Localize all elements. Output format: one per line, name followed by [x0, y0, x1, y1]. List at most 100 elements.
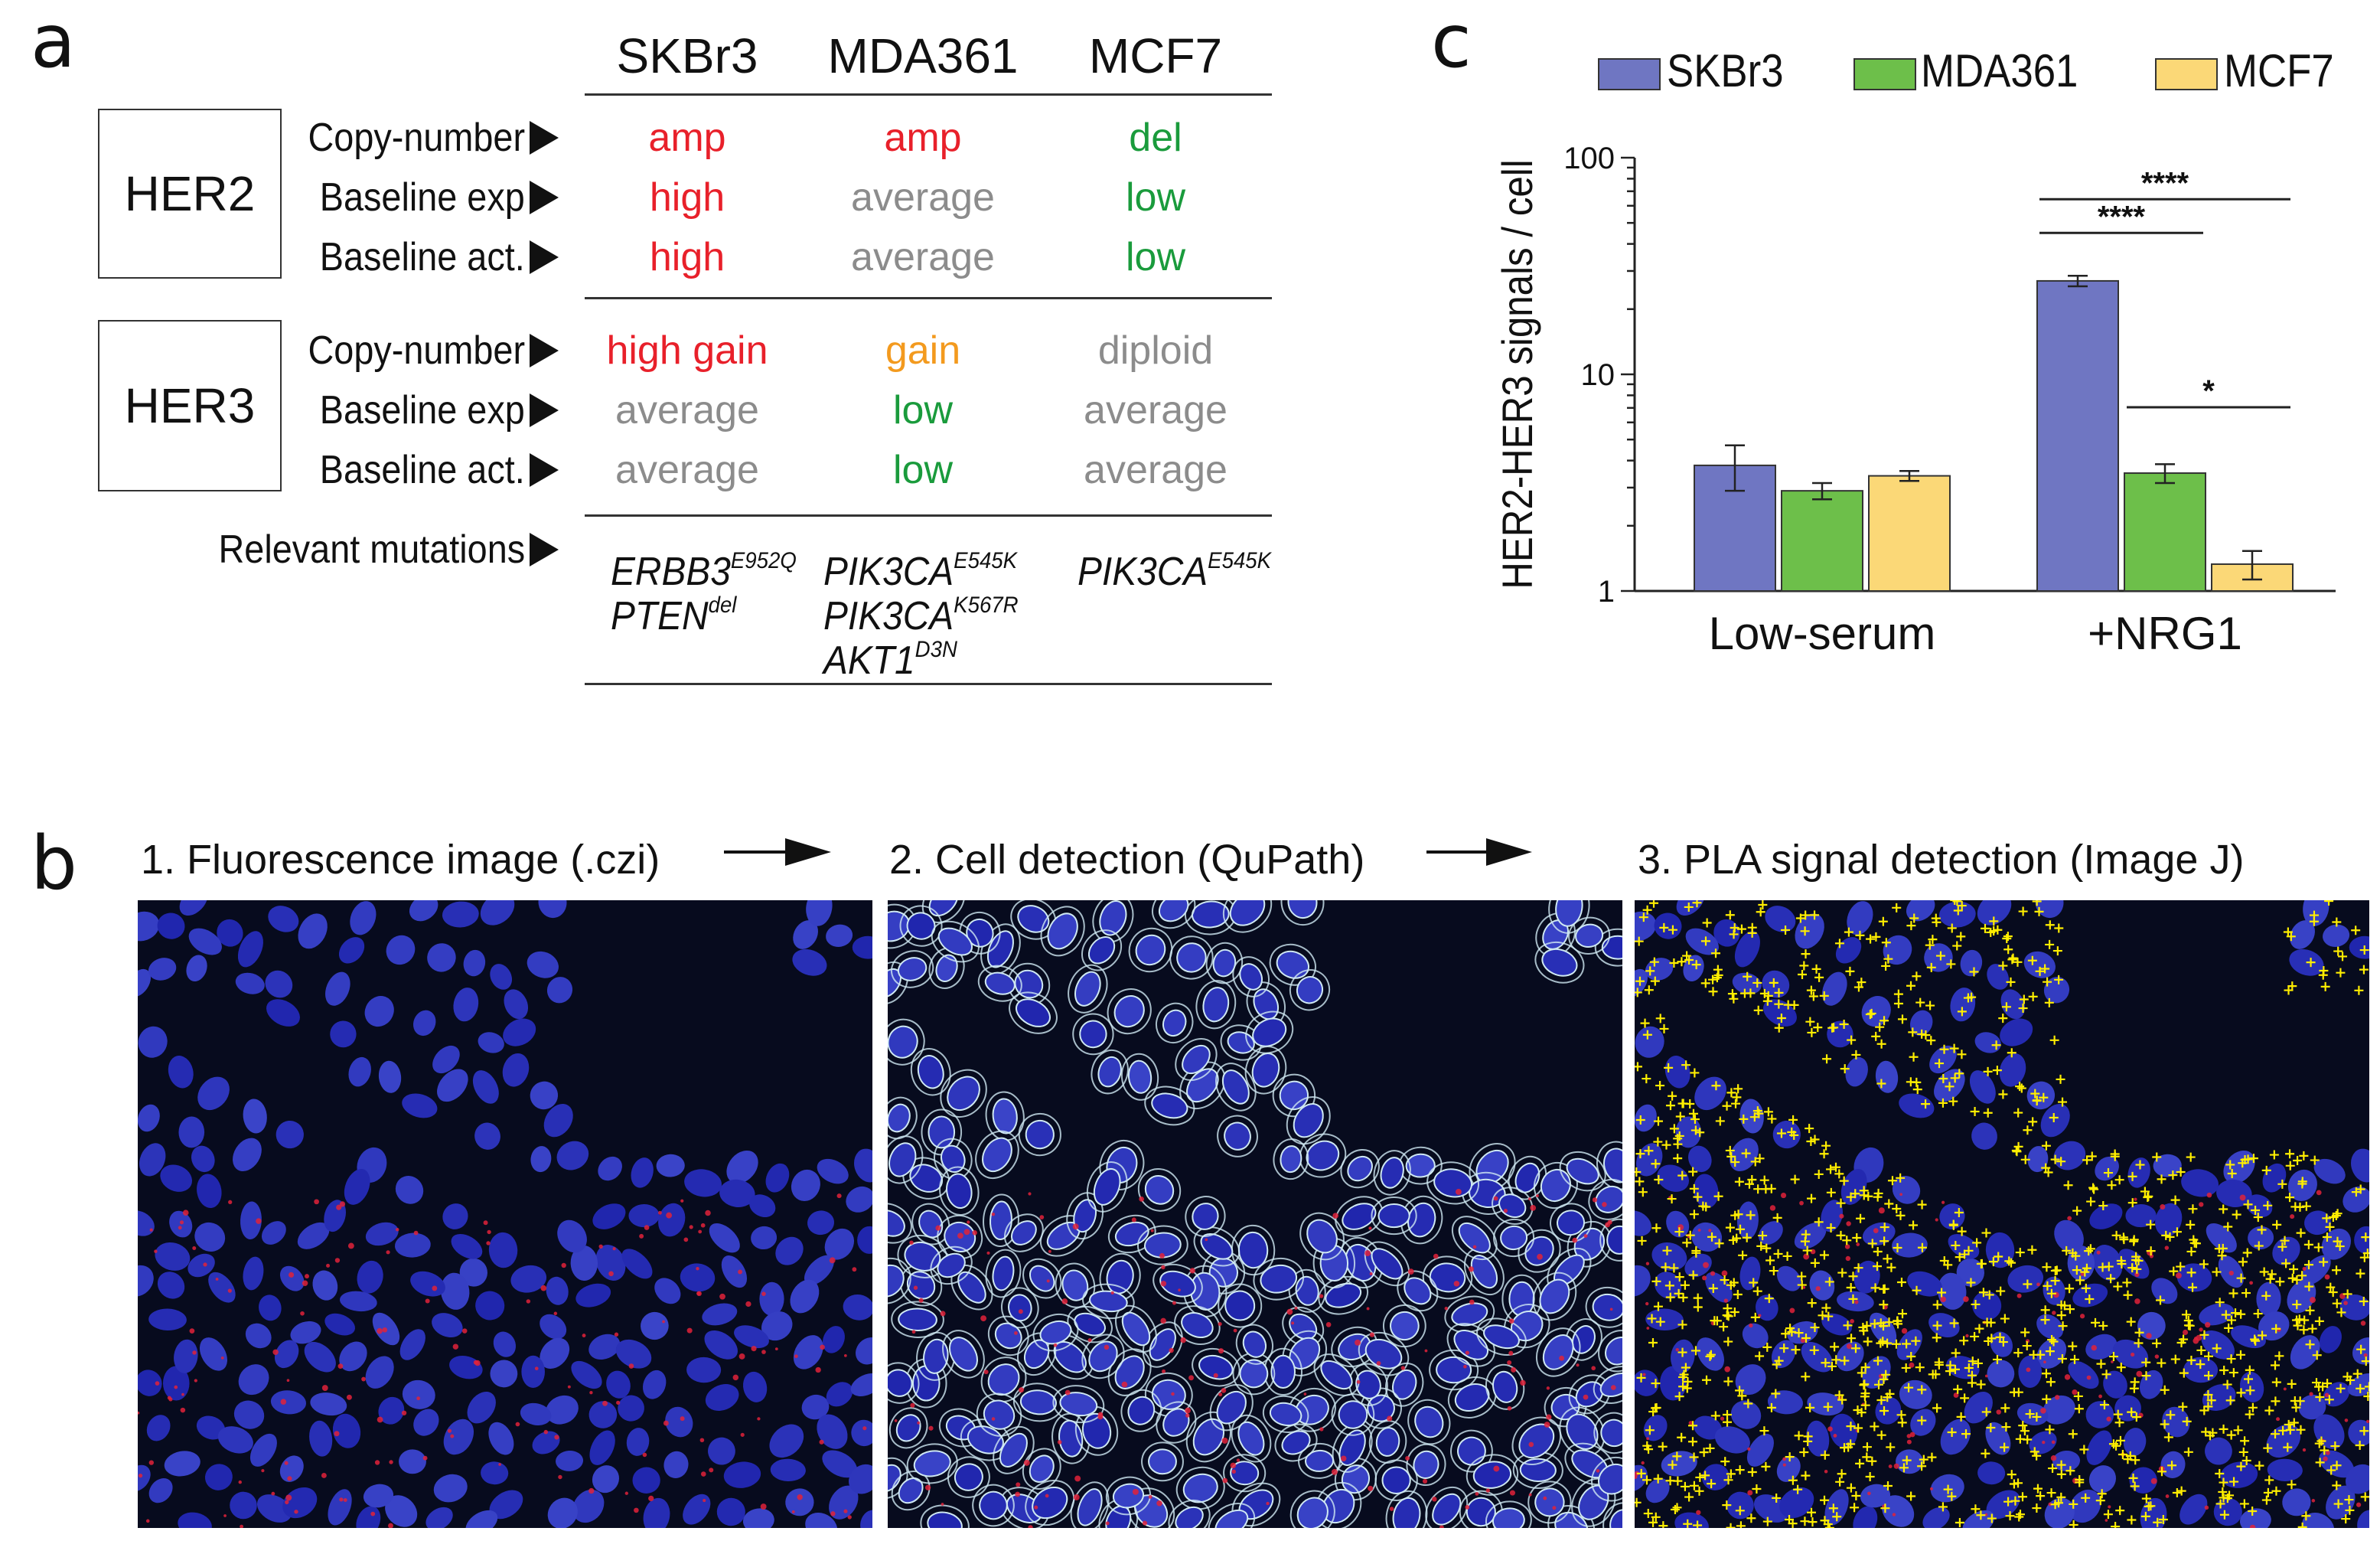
step-fluorescence-label: 1. Fluorescence image (.czi) [141, 837, 660, 883]
cell-boundary [906, 1443, 958, 1484]
pla-signal-dot [1364, 1250, 1371, 1257]
pla-signal-dot [1867, 1491, 1871, 1496]
table-cell: high [649, 175, 725, 220]
cell-boundary [1406, 1443, 1446, 1486]
cell-detection-image [888, 900, 1622, 1528]
detection-marker [2023, 1435, 2033, 1445]
pla-signal-dot [450, 1434, 455, 1438]
detection-marker [2328, 1288, 2338, 1298]
nucleus [850, 1373, 872, 1397]
pla-signal-dot [1893, 1463, 1899, 1469]
detection-marker [2287, 981, 2297, 991]
detection-marker [2152, 1338, 2162, 1348]
detection-marker [1856, 1213, 1866, 1223]
detection-marker [2291, 1402, 2301, 1412]
detection-marker [2042, 1394, 2052, 1404]
pla-signal-dot [452, 1343, 459, 1350]
detection-marker [1730, 1157, 1740, 1167]
detection-marker [1986, 927, 1996, 937]
pla-signal-dot [689, 1225, 693, 1229]
mutation-entry: PIK3CAE545K [1078, 550, 1271, 593]
detection-marker [1761, 1184, 1771, 1194]
detection-marker [1647, 1314, 1657, 1324]
detection-marker [1949, 1318, 1959, 1328]
detection-marker [1700, 1471, 1710, 1481]
pla-signal-dot [797, 1494, 803, 1500]
pla-signal-dot [2051, 1440, 2056, 1445]
legend-swatch-skbr3 [1598, 58, 1661, 90]
detection-marker [1881, 961, 1891, 971]
cell-boundary [910, 1048, 951, 1096]
cell-boundary [1052, 1385, 1105, 1424]
pla-signal-dot [2283, 1387, 2287, 1391]
pla-signal-dot [2050, 1455, 2057, 1461]
detection-marker [2231, 1308, 2241, 1318]
detection-marker [1655, 1014, 1665, 1023]
pla-signal-dot [1366, 1307, 1370, 1311]
nucleus [1795, 913, 1824, 949]
detection-marker [1749, 1278, 1759, 1288]
cell-boundary [1385, 1490, 1428, 1528]
nucleus [1270, 1354, 1296, 1389]
nucleus [546, 977, 573, 1004]
detection-marker [1642, 1030, 1652, 1040]
nucleus [626, 1428, 650, 1456]
detection-marker [2271, 1486, 2281, 1496]
nucleus [1500, 1225, 1528, 1251]
detection-marker [1725, 1145, 1735, 1155]
nucleus [310, 1392, 347, 1416]
cell-boundary [1289, 969, 1331, 1011]
detection-marker [1857, 1408, 1867, 1418]
detection-marker [2134, 1255, 2144, 1265]
detection-marker [1871, 1031, 1881, 1041]
nucleus [1714, 1426, 1750, 1454]
nucleus [1214, 1509, 1249, 1528]
nucleus [1730, 1138, 1759, 1172]
nucleus [2092, 1244, 2123, 1281]
pla-signal-dot [820, 1344, 825, 1350]
pla-signal-dot [1057, 1440, 1062, 1445]
detection-marker [1801, 910, 1811, 920]
detection-marker [1758, 1231, 1768, 1241]
pla-signal-dot [215, 1278, 219, 1281]
nucleus [1693, 1415, 1723, 1440]
detection-marker [2271, 1360, 2281, 1370]
detection-marker [2117, 1259, 2127, 1269]
detection-marker [2056, 1460, 2066, 1470]
detection-marker [1678, 1382, 1688, 1392]
pla-signal-dot [2098, 1394, 2102, 1399]
detection-marker [1881, 938, 1891, 948]
detection-marker [1648, 1407, 1658, 1417]
nucleus [817, 1158, 849, 1184]
nucleus [1956, 1258, 1984, 1287]
detection-marker [1794, 1431, 1804, 1441]
detection-marker [1649, 957, 1659, 967]
detection-marker [1801, 949, 1811, 959]
detection-marker [1719, 1322, 1729, 1332]
nucleus [298, 913, 328, 949]
nucleus [1971, 1122, 1997, 1150]
nucleus [897, 957, 928, 981]
row-label: Baseline exp [320, 175, 525, 220]
nucleus [442, 901, 479, 928]
detection-marker [1993, 925, 2003, 935]
pla-signal-dot [2194, 1337, 2198, 1340]
detection-marker [1839, 1020, 1849, 1030]
pla-signal-dot [2344, 1419, 2349, 1422]
nucleus [290, 1321, 321, 1344]
detection-marker [1729, 994, 1739, 1004]
pla-signal-dot [1046, 1279, 1050, 1283]
pla-signal-dot [1424, 1349, 1428, 1353]
nucleus [1079, 1020, 1107, 1049]
nucleus [749, 1194, 776, 1218]
pla-signal-dot [2052, 1311, 2056, 1315]
cell-boundary [1208, 1503, 1256, 1528]
detection-marker [2238, 1447, 2248, 1457]
pla-signal-dot [1702, 1275, 1707, 1281]
detection-marker [1688, 1167, 1698, 1177]
nucleus [948, 1337, 978, 1372]
detection-marker [2212, 1267, 2222, 1277]
nucleus [2267, 1458, 2303, 1482]
detection-marker [1677, 1320, 1687, 1330]
pla-signal-dot [1028, 1525, 1033, 1528]
